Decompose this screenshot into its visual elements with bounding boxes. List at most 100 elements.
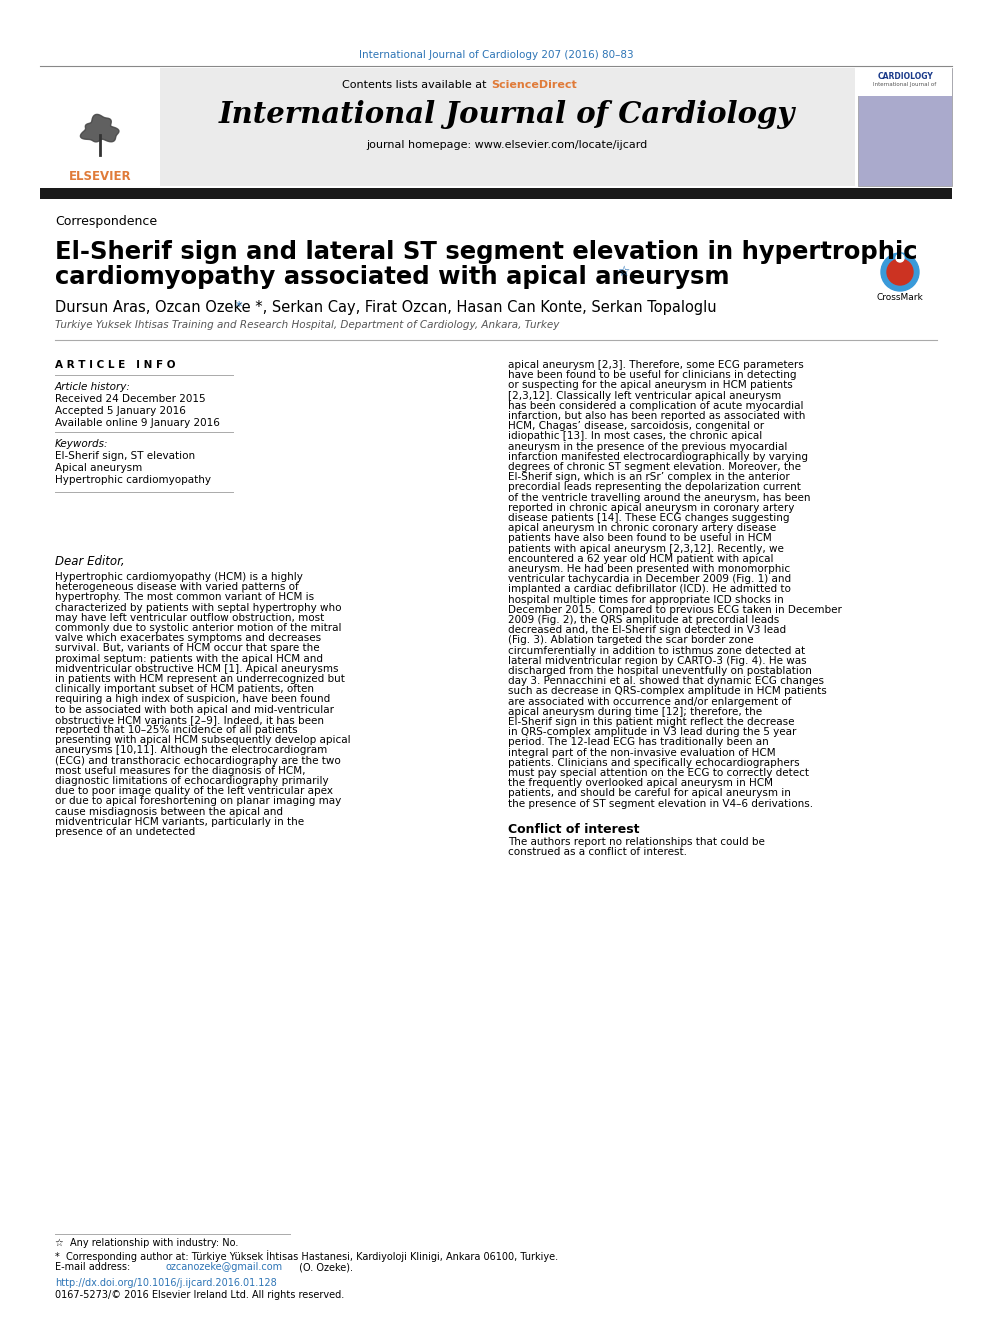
- Text: idiopathic [13]. In most cases, the chronic apical: idiopathic [13]. In most cases, the chro…: [508, 431, 762, 442]
- Text: aneurysms [10,11]. Although the electrocardiogram: aneurysms [10,11]. Although the electroc…: [55, 745, 327, 755]
- Text: ScienceDirect: ScienceDirect: [491, 79, 576, 90]
- Text: decreased and, the El-Sherif sign detected in V3 lead: decreased and, the El-Sherif sign detect…: [508, 626, 786, 635]
- Text: El-Sherif sign in this patient might reflect the decrease: El-Sherif sign in this patient might ref…: [508, 717, 795, 728]
- Text: degrees of chronic ST segment elevation. Moreover, the: degrees of chronic ST segment elevation.…: [508, 462, 801, 472]
- Text: ☆: ☆: [617, 265, 630, 279]
- Text: circumferentially in addition to isthmus zone detected at: circumferentially in addition to isthmus…: [508, 646, 806, 656]
- Text: obstructive HCM variants [2–9]. Indeed, it has been: obstructive HCM variants [2–9]. Indeed, …: [55, 714, 324, 725]
- Text: construed as a conflict of interest.: construed as a conflict of interest.: [508, 847, 687, 857]
- Text: apical aneurysm during time [12]; therefore, the: apical aneurysm during time [12]; theref…: [508, 706, 762, 717]
- Text: heterogeneous disease with varied patterns of: heterogeneous disease with varied patter…: [55, 582, 299, 593]
- Text: ☆  Any relationship with industry: No.: ☆ Any relationship with industry: No.: [55, 1238, 238, 1248]
- Text: Accepted 5 January 2016: Accepted 5 January 2016: [55, 406, 186, 415]
- Text: (Fig. 3). Ablation targeted the scar border zone: (Fig. 3). Ablation targeted the scar bor…: [508, 635, 754, 646]
- Circle shape: [887, 259, 913, 284]
- Text: presenting with apical HCM subsequently develop apical: presenting with apical HCM subsequently …: [55, 736, 350, 745]
- Text: December 2015. Compared to previous ECG taken in December: December 2015. Compared to previous ECG …: [508, 605, 842, 615]
- Text: CARDIOLOGY: CARDIOLOGY: [877, 71, 932, 81]
- Text: cardiomyopathy associated with apical aneurysm: cardiomyopathy associated with apical an…: [55, 265, 729, 288]
- Text: Hypertrophic cardiomyopathy: Hypertrophic cardiomyopathy: [55, 475, 211, 486]
- FancyBboxPatch shape: [858, 67, 952, 97]
- Text: International Journal of Cardiology: International Journal of Cardiology: [219, 101, 796, 130]
- FancyBboxPatch shape: [160, 67, 855, 187]
- Text: Turkiye Yuksek Ihtisas Training and Research Hospital, Department of Cardiology,: Turkiye Yuksek Ihtisas Training and Rese…: [55, 320, 559, 329]
- Text: in QRS-complex amplitude in V3 lead during the 5 year: in QRS-complex amplitude in V3 lead duri…: [508, 728, 797, 737]
- Text: midventricular HCM variants, particularly in the: midventricular HCM variants, particularl…: [55, 816, 305, 827]
- Text: are associated with occurrence and/or enlargement of: are associated with occurrence and/or en…: [508, 697, 792, 706]
- Text: or suspecting for the apical aneurysm in HCM patients: or suspecting for the apical aneurysm in…: [508, 381, 793, 390]
- Text: El-Sherif sign and lateral ST segment elevation in hypertrophic: El-Sherif sign and lateral ST segment el…: [55, 239, 918, 265]
- Text: infarction, but also has been reported as associated with: infarction, but also has been reported a…: [508, 411, 806, 421]
- Text: reported that 10–25% incidence of all patients: reported that 10–25% incidence of all pa…: [55, 725, 298, 736]
- Text: infarction manifested electrocardiographically by varying: infarction manifested electrocardiograph…: [508, 451, 808, 462]
- Text: patients, and should be careful for apical aneurysm in: patients, and should be careful for apic…: [508, 789, 791, 798]
- Text: presence of an undetected: presence of an undetected: [55, 827, 195, 837]
- Text: discharged from the hospital uneventfully on postablation: discharged from the hospital uneventfull…: [508, 665, 811, 676]
- FancyBboxPatch shape: [858, 67, 952, 187]
- Text: diagnostic limitations of echocardiography primarily: diagnostic limitations of echocardiograp…: [55, 777, 328, 786]
- Text: characterized by patients with septal hypertrophy who: characterized by patients with septal hy…: [55, 602, 341, 613]
- Text: (ECG) and transthoracic echocardiography are the two: (ECG) and transthoracic echocardiography…: [55, 755, 340, 766]
- Text: most useful measures for the diagnosis of HCM,: most useful measures for the diagnosis o…: [55, 766, 306, 775]
- Text: Correspondence: Correspondence: [55, 216, 157, 228]
- Text: requiring a high index of suspicion, have been found: requiring a high index of suspicion, hav…: [55, 695, 330, 704]
- Text: reported in chronic apical aneurysm in coronary artery: reported in chronic apical aneurysm in c…: [508, 503, 795, 513]
- Text: such as decrease in QRS-complex amplitude in HCM patients: such as decrease in QRS-complex amplitud…: [508, 687, 826, 696]
- Text: aneurysm. He had been presented with monomorphic: aneurysm. He had been presented with mon…: [508, 564, 790, 574]
- Text: in patients with HCM represent an underrecognized but: in patients with HCM represent an underr…: [55, 673, 345, 684]
- Text: *: *: [236, 300, 242, 314]
- Text: 2009 (Fig. 2), the QRS amplitude at precordial leads: 2009 (Fig. 2), the QRS amplitude at prec…: [508, 615, 780, 624]
- Text: valve which exacerbates symptoms and decreases: valve which exacerbates symptoms and dec…: [55, 634, 321, 643]
- Text: E-mail address:: E-mail address:: [55, 1262, 133, 1271]
- Text: Conflict of interest: Conflict of interest: [508, 823, 640, 836]
- Text: Keywords:: Keywords:: [55, 439, 108, 448]
- Text: period. The 12-lead ECG has traditionally been an: period. The 12-lead ECG has traditionall…: [508, 737, 769, 747]
- Text: the presence of ST segment elevation in V4–6 derivations.: the presence of ST segment elevation in …: [508, 799, 813, 808]
- Text: hospital multiple times for appropriate ICD shocks in: hospital multiple times for appropriate …: [508, 594, 784, 605]
- Text: Dear Editor,: Dear Editor,: [55, 556, 125, 568]
- Text: proximal septum: patients with the apical HCM and: proximal septum: patients with the apica…: [55, 654, 323, 664]
- Text: [2,3,12]. Classically left ventricular apical aneurysm: [2,3,12]. Classically left ventricular a…: [508, 390, 782, 401]
- Text: El-Sherif sign, which is an rSr’ complex in the anterior: El-Sherif sign, which is an rSr’ complex…: [508, 472, 790, 482]
- Text: CrossMark: CrossMark: [877, 292, 924, 302]
- Text: ozcanozeke@gmail.com: ozcanozeke@gmail.com: [166, 1262, 283, 1271]
- Polygon shape: [80, 114, 119, 142]
- Text: HCM, Chagas’ disease, sarcoidosis, congenital or: HCM, Chagas’ disease, sarcoidosis, conge…: [508, 421, 764, 431]
- Text: precordial leads representing the depolarization current: precordial leads representing the depola…: [508, 483, 801, 492]
- Text: or due to apical foreshortening on planar imaging may: or due to apical foreshortening on plana…: [55, 796, 341, 807]
- Text: have been found to be useful for clinicians in detecting: have been found to be useful for clinici…: [508, 370, 797, 380]
- Text: hypertrophy. The most common variant of HCM is: hypertrophy. The most common variant of …: [55, 593, 314, 602]
- Text: International Journal of: International Journal of: [873, 82, 936, 87]
- Text: lateral midventricular region by CARTO-3 (Fig. 4). He was: lateral midventricular region by CARTO-3…: [508, 656, 806, 665]
- Text: A R T I C L E   I N F O: A R T I C L E I N F O: [55, 360, 176, 370]
- Text: Dursun Aras, Ozcan Ozeke *, Serkan Cay, Firat Ozcan, Hasan Can Konte, Serkan Top: Dursun Aras, Ozcan Ozeke *, Serkan Cay, …: [55, 300, 716, 315]
- Text: disease patients [14]. These ECG changes suggesting: disease patients [14]. These ECG changes…: [508, 513, 790, 523]
- FancyBboxPatch shape: [40, 67, 160, 187]
- Text: integral part of the non-invasive evaluation of HCM: integral part of the non-invasive evalua…: [508, 747, 776, 758]
- Text: Received 24 December 2015: Received 24 December 2015: [55, 394, 205, 404]
- Text: Apical aneurysm: Apical aneurysm: [55, 463, 142, 474]
- Text: to be associated with both apical and mid-ventricular: to be associated with both apical and mi…: [55, 705, 334, 714]
- Text: Hypertrophic cardiomyopathy (HCM) is a highly: Hypertrophic cardiomyopathy (HCM) is a h…: [55, 572, 303, 582]
- Text: commonly due to systolic anterior motion of the mitral: commonly due to systolic anterior motion…: [55, 623, 341, 632]
- Text: apical aneurysm [2,3]. Therefore, some ECG parameters: apical aneurysm [2,3]. Therefore, some E…: [508, 360, 804, 370]
- Text: ELSEVIER: ELSEVIER: [68, 169, 131, 183]
- Text: apical aneurysm in chronic coronary artery disease: apical aneurysm in chronic coronary arte…: [508, 523, 777, 533]
- Text: El-Sherif sign, ST elevation: El-Sherif sign, ST elevation: [55, 451, 195, 460]
- Text: 0167-5273/© 2016 Elsevier Ireland Ltd. All rights reserved.: 0167-5273/© 2016 Elsevier Ireland Ltd. A…: [55, 1290, 344, 1301]
- Text: due to poor image quality of the left ventricular apex: due to poor image quality of the left ve…: [55, 786, 333, 796]
- Text: encountered a 62 year old HCM patient with apical: encountered a 62 year old HCM patient wi…: [508, 554, 774, 564]
- Text: cause misdiagnosis between the apical and: cause misdiagnosis between the apical an…: [55, 807, 283, 816]
- Text: Article history:: Article history:: [55, 382, 131, 392]
- Text: (O. Ozeke).: (O. Ozeke).: [296, 1262, 353, 1271]
- Text: the frequently overlooked apical aneurysm in HCM: the frequently overlooked apical aneurys…: [508, 778, 773, 789]
- Text: http://dx.doi.org/10.1016/j.ijcard.2016.01.128: http://dx.doi.org/10.1016/j.ijcard.2016.…: [55, 1278, 277, 1289]
- Text: patients have also been found to be useful in HCM: patients have also been found to be usef…: [508, 533, 772, 544]
- Text: aneurysm in the presence of the previous myocardial: aneurysm in the presence of the previous…: [508, 442, 788, 451]
- Text: implanted a cardiac defibrillator (ICD). He admitted to: implanted a cardiac defibrillator (ICD).…: [508, 585, 791, 594]
- Text: must pay special attention on the ECG to correctly detect: must pay special attention on the ECG to…: [508, 767, 809, 778]
- Text: may have left ventricular outflow obstruction, most: may have left ventricular outflow obstru…: [55, 613, 324, 623]
- Text: has been considered a complication of acute myocardial: has been considered a complication of ac…: [508, 401, 804, 411]
- Text: day 3. Pennacchini et al. showed that dynamic ECG changes: day 3. Pennacchini et al. showed that dy…: [508, 676, 824, 687]
- Text: ventricular tachycardia in December 2009 (Fig. 1) and: ventricular tachycardia in December 2009…: [508, 574, 792, 585]
